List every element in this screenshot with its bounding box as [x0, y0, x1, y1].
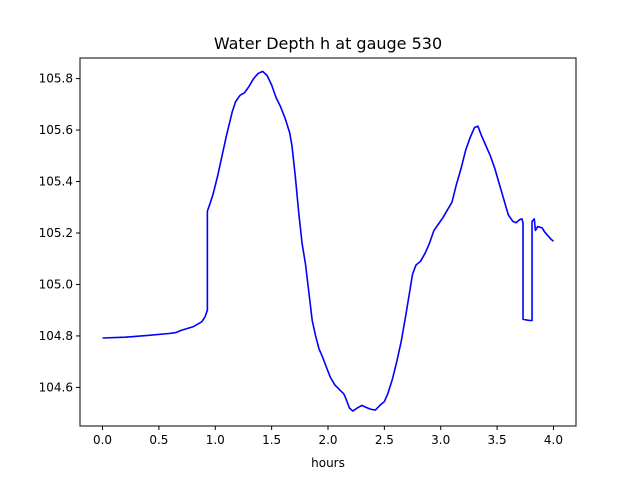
y-tick-label: 105.8 [39, 72, 73, 86]
x-axis-label: hours [311, 456, 345, 470]
chart-title: Water Depth h at gauge 530 [214, 34, 442, 53]
y-tick-label: 105.2 [39, 226, 73, 240]
y-tick-label: 104.8 [39, 329, 73, 343]
x-tick-label: 4.0 [544, 433, 563, 447]
x-tick-label: 2.0 [318, 433, 337, 447]
series-line-0 [102, 70, 554, 412]
y-tick-label: 105.0 [39, 277, 73, 291]
y-tick-label: 104.6 [39, 380, 73, 394]
x-tick-label: 3.0 [431, 433, 450, 447]
x-tick-label: 0.5 [149, 433, 168, 447]
y-tick-label: 105.6 [39, 123, 73, 137]
x-tick-label: 1.0 [206, 433, 225, 447]
plot-area: 0.0 0.5 1.0 1.5 2.0 2.5 3.0 3.5 4.0 104.6 104.8 105… [39, 57, 577, 447]
x-tick-label: 3.5 [488, 433, 507, 447]
x-tick-label: 2.5 [375, 433, 394, 447]
x-tick-label: 1.5 [262, 433, 281, 447]
y-tick-label: 105.4 [39, 175, 73, 189]
x-tick-label: 0.0 [93, 433, 112, 447]
